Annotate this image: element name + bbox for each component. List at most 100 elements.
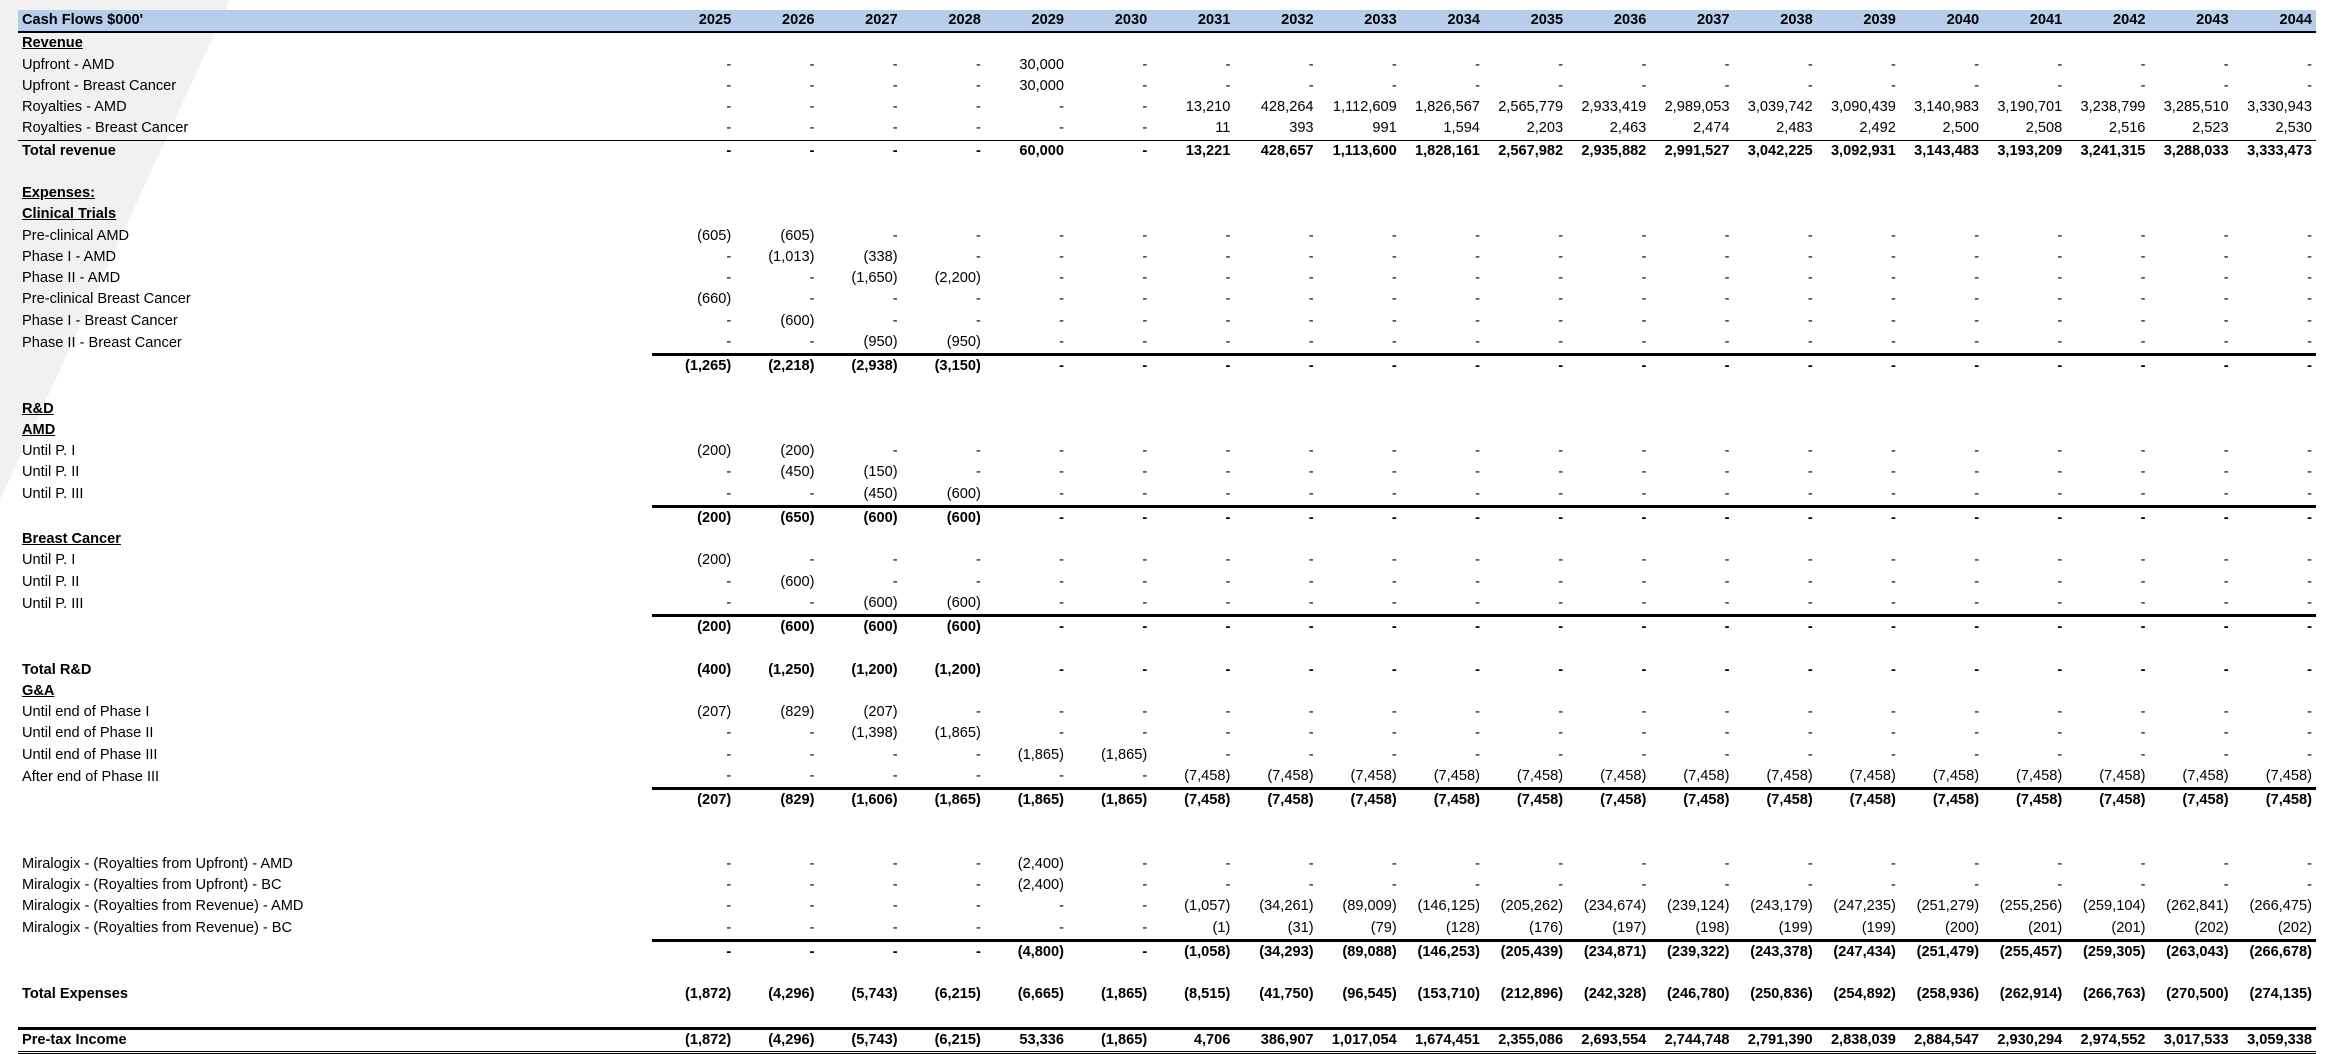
cell-2034[interactable] <box>1401 420 1484 441</box>
cell-2038[interactable] <box>1734 377 1817 398</box>
cell-2043[interactable]: - <box>2223 248 2229 265</box>
cell-2031[interactable] <box>1151 833 1234 854</box>
cell-2039[interactable]: 3,092,931 <box>1816 139 1900 162</box>
cell-2033[interactable]: - <box>1391 573 1397 590</box>
cell-2029[interactable]: - <box>1059 227 1064 244</box>
cell-2025[interactable] <box>652 638 735 659</box>
cell-2040[interactable]: - <box>1974 552 1980 569</box>
cell-2025[interactable]: (1,872) <box>685 986 732 1003</box>
cell-2042[interactable]: - <box>2140 270 2146 287</box>
cell-2030[interactable]: - <box>1142 443 1148 460</box>
cell-2042[interactable]: - <box>2140 725 2146 742</box>
cell-2027[interactable]: (150) <box>863 464 898 481</box>
cell-2032[interactable]: - <box>1308 56 1314 73</box>
cell-2044[interactable] <box>2233 32 2316 54</box>
cell-2033[interactable] <box>1318 833 1401 854</box>
cell-2042[interactable]: - <box>2140 877 2146 894</box>
cell-2030[interactable]: - <box>1142 552 1148 569</box>
cell-2027[interactable]: - <box>818 938 902 963</box>
cell-2031[interactable]: - <box>1225 485 1231 502</box>
cell-2026[interactable] <box>735 162 818 183</box>
cell-2042[interactable]: - <box>2140 227 2146 244</box>
cell-2028[interactable]: - <box>975 919 981 936</box>
cell-2028[interactable]: - <box>975 877 981 894</box>
cell-2037[interactable]: - <box>1724 248 1730 265</box>
cell-2030[interactable]: - <box>1142 855 1148 872</box>
cell-2028[interactable] <box>902 529 985 550</box>
row-label[interactable] <box>18 377 652 398</box>
cell-2034[interactable]: - <box>1475 877 1480 894</box>
cell-2032[interactable]: 428,264 <box>1260 99 1314 116</box>
cell-2028[interactable] <box>902 162 985 183</box>
row-label[interactable] <box>18 162 652 183</box>
cell-2037[interactable]: - <box>1724 227 1730 244</box>
cell-2030[interactable]: - <box>1142 99 1148 116</box>
cell-2033[interactable]: - <box>1391 464 1397 481</box>
cell-2038[interactable]: - <box>1807 312 1813 329</box>
cell-2025[interactable] <box>652 420 735 441</box>
cell-2042[interactable] <box>2066 377 2149 398</box>
cell-2039[interactable]: - <box>1891 746 1896 763</box>
cell-2030[interactable] <box>1068 811 1151 832</box>
cell-2040[interactable] <box>1900 811 1983 832</box>
cell-2027[interactable]: (207) <box>863 704 898 721</box>
row-label[interactable] <box>18 506 652 529</box>
cell-2038[interactable]: - <box>1807 464 1813 481</box>
cell-2038[interactable]: - <box>1807 248 1813 265</box>
cell-2038[interactable]: - <box>1807 485 1813 502</box>
cell-2036[interactable]: - <box>1641 227 1647 244</box>
cell-2041[interactable]: - <box>2057 248 2063 265</box>
cell-2038[interactable]: - <box>1807 746 1813 763</box>
cell-2043[interactable]: - <box>2223 594 2229 611</box>
cell-2037[interactable]: - <box>1724 594 1730 611</box>
cell-2035[interactable] <box>1484 638 1567 659</box>
row-label[interactable]: Total Expenses <box>22 986 128 1003</box>
cell-2039[interactable]: - <box>1816 614 1900 639</box>
cell-2039[interactable]: - <box>1891 855 1896 872</box>
cell-2029[interactable] <box>985 32 1068 54</box>
cell-2036[interactable]: (7,458) <box>1600 767 1647 784</box>
cell-2026[interactable]: (650) <box>735 504 819 529</box>
cell-2036[interactable]: - <box>1641 877 1647 894</box>
cell-2031[interactable]: - <box>1151 353 1235 378</box>
cell-2027[interactable]: (600) <box>818 504 902 529</box>
cell-2038[interactable] <box>1734 32 1817 54</box>
cell-2032[interactable]: - <box>1308 270 1314 287</box>
cell-2043[interactable]: - <box>2223 56 2229 73</box>
cell-2043[interactable] <box>2149 162 2232 183</box>
cell-2029[interactable]: - <box>1059 248 1064 265</box>
cell-2040[interactable]: - <box>1974 725 1980 742</box>
cell-2025[interactable]: - <box>726 248 732 265</box>
cell-2042[interactable]: - <box>2066 504 2150 529</box>
cell-2039[interactable]: (199) <box>1861 919 1896 936</box>
cell-2025[interactable] <box>652 204 735 225</box>
row-label[interactable]: Until P. III <box>22 595 84 612</box>
cell-2043[interactable] <box>2149 963 2232 984</box>
cell-2029[interactable] <box>985 204 1068 225</box>
cell-2033[interactable]: - <box>1391 855 1397 872</box>
cell-2035[interactable] <box>1484 32 1567 54</box>
cell-2040[interactable]: - <box>1974 312 1980 329</box>
cell-2037[interactable] <box>1650 162 1733 183</box>
cell-2028[interactable]: - <box>975 443 981 460</box>
cell-2041[interactable]: - <box>2057 333 2063 350</box>
cell-2036[interactable]: - <box>1641 291 1647 308</box>
cell-2027[interactable] <box>818 420 901 441</box>
cell-2042[interactable] <box>2066 833 2149 854</box>
cell-2039[interactable]: - <box>1891 270 1896 287</box>
cell-2038[interactable]: - <box>1807 661 1813 678</box>
cell-2037[interactable]: - <box>1724 464 1730 481</box>
cell-2037[interactable]: 2,991,527 <box>1650 139 1734 162</box>
row-label[interactable]: Miralogix - (Royalties from Revenue) - B… <box>22 920 293 937</box>
cell-2044[interactable] <box>2233 963 2316 984</box>
cell-2029[interactable]: - <box>1059 919 1064 936</box>
cell-2043[interactable] <box>2149 833 2232 854</box>
cell-2034[interactable] <box>1401 399 1484 420</box>
cell-2027[interactable]: - <box>892 312 898 329</box>
cell-2040[interactable]: - <box>1974 333 1980 350</box>
cell-2038[interactable]: 2,791,390 <box>1733 1026 1817 1054</box>
cell-2038[interactable] <box>1734 638 1817 659</box>
cell-2029[interactable]: - <box>1059 704 1064 721</box>
cell-2039[interactable]: - <box>1891 594 1896 611</box>
cell-2041[interactable]: - <box>2057 312 2063 329</box>
